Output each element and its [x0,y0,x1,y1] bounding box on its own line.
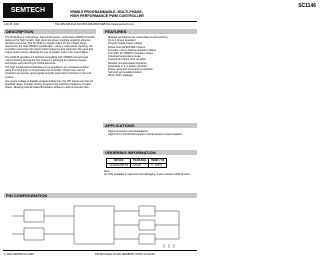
title: VRM8.5 PROGRAMMABLE, MULTI-PHASE, HIGH P… [70,10,190,18]
logo-box: SEMTECH [3,3,53,18]
title-line: VRM8.5 PROGRAMMABLE, MULTI-PHASE, [70,10,143,14]
application: High end servers and workstations [108,130,198,133]
description: The SC1146 is a multi-phase, high perfor… [5,36,95,191]
section-heading: DESCRIPTION [4,29,96,34]
feature: Power good and overcurrent protection [108,68,198,71]
feature: Resistor programmable frequency [108,62,198,65]
section-heading: FEATURES [103,29,197,34]
rule [3,21,197,22]
feature: Programmable output voltage [108,42,198,45]
section-heading: ORDERING INFORMATION [103,150,197,155]
cell: 0 - 125°C [148,162,168,169]
contact: TEL:805-498-2111 FAX:805-498-3804 WEB:ht… [55,23,135,26]
rule [3,250,197,251]
schematic [12,205,180,248]
cell: SC1146CSW.TR [106,162,132,169]
ordering-table: DEVICE PACKAGE TEMP. (TJ) SC1146CSW.TR SO-28… [106,158,168,169]
note: Note: [104,170,111,173]
feature: Transconductance error amplifier [108,58,198,61]
feature: Soft start and enable function [108,71,198,74]
address: 652 MITCHELL ROAD NEWBURY PARK CA 91320 [95,253,155,256]
paragraph: The SC1146 provides a 5 bit DAC compatib… [5,55,89,65]
row: SC1146CSW.TR SO-28 0 - 125°C [106,162,168,169]
feature: 28 pin SOIC package [108,74,198,77]
feature: Selectable 2, 3, 4 phase operation [108,65,198,68]
cell: SO-28 [130,162,150,169]
feature: Up to 4 phase operation [108,39,198,42]
application-list: High end servers and workstationsHigh cu… [104,130,198,136]
title-line: HIGH PERFORMANCE PWM CONTROLLER [70,14,144,18]
section-heading: PIN CONFIGURATION [4,193,197,198]
date: July 25, 2000 [4,23,20,26]
logo: SEMTECH [10,7,46,14]
paragraph: The high speed transconductance error am… [5,66,92,79]
feature: Modular architecture for multi-phase cur… [108,36,198,39]
paragraph: The SC1146 is a multi-phase, high perfor… [5,36,95,55]
note: (1) Only available in tape and reel pack… [104,173,191,177]
feature: Drives external MOSFET drivers [108,46,198,49]
paragraph: The output voltage is digitally programm… [5,79,93,89]
part-number: SC1146 [298,3,316,9]
page: SEMTECH SC1146 VRM8.5 PROGRAMMABLE, MULT… [0,0,200,260]
feature: Accurate current sharing between phases [108,49,198,52]
feature: 5 bit DAC for VRM8.5 compliant output [108,52,198,55]
feature-list: Modular architecture for multi-phase cur… [104,36,198,78]
application: High current distributed transient micro… [108,133,198,136]
ordering-notes: Note: (1) Only available in tape and reel… [104,170,194,176]
feature: Industrial temperature range [108,55,198,58]
section-heading: APPLICATIONS [103,123,197,128]
copyright: © 2000 SEMTECH CORP. [4,253,35,256]
